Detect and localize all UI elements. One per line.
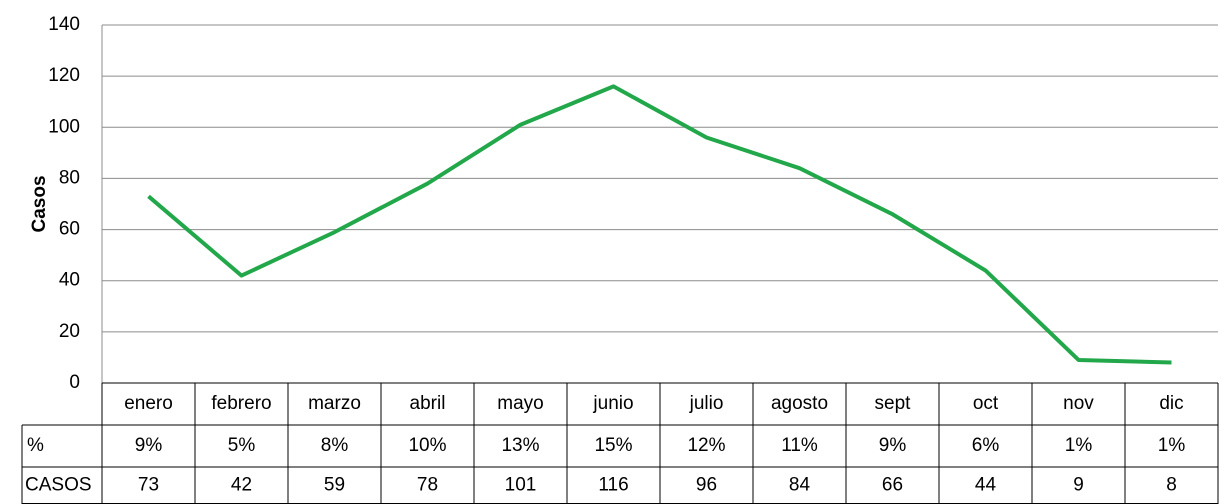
y-tick-label: 0 (69, 372, 80, 393)
table-cell: 44 (975, 475, 997, 496)
table-cell: 10% (408, 435, 446, 456)
x-tick-label: febrero (211, 393, 271, 414)
x-tick-label: junio (592, 393, 633, 414)
table-cell: 1% (1158, 435, 1186, 456)
table-cell: 8 (1166, 475, 1177, 496)
x-tick-label: nov (1063, 393, 1094, 414)
x-tick-label: dic (1159, 393, 1183, 414)
row-header: % (27, 435, 44, 456)
y-tick-label: 140 (48, 14, 80, 35)
y-tick-label: 40 (59, 270, 80, 291)
table-cell: 73 (138, 475, 159, 496)
table-cell: 11% (781, 435, 818, 456)
table-cell: 6% (972, 435, 1000, 456)
y-tick-label: 80 (59, 167, 80, 188)
table-cell: 84 (789, 475, 811, 496)
x-tick-label: julio (689, 393, 724, 414)
table-cell: 116 (598, 475, 628, 496)
table-cell: 1% (1065, 435, 1093, 456)
table-cell: 101 (505, 475, 537, 496)
table-cell: 66 (882, 475, 903, 496)
table-cell: 12% (687, 435, 725, 456)
line (147, 84, 1172, 365)
table-cell: 9% (879, 435, 907, 456)
table-cell: 13% (501, 435, 539, 456)
x-tick-label: oct (973, 393, 999, 414)
x-tick-label: agosto (771, 393, 828, 414)
y-tick-label: 20 (59, 321, 80, 342)
table-cell: 42 (231, 475, 252, 496)
x-tick-label: sept (875, 393, 912, 414)
table-cell: 15% (594, 435, 632, 456)
table-cell: 9 (1073, 475, 1084, 496)
x-tick-label: marzo (308, 393, 361, 414)
table-cell: 78 (417, 475, 438, 496)
y-tick-label: 60 (59, 219, 80, 240)
y-axis-label: Casos (29, 175, 50, 232)
x-tick-label: enero (124, 393, 173, 414)
table-cell: 8% (321, 435, 349, 456)
row-header: CASOS (25, 475, 92, 496)
table-cell: 59 (324, 475, 345, 496)
x-tick-label: mayo (497, 393, 543, 414)
table-cell: 96 (696, 475, 717, 496)
table-cell: 9% (135, 435, 163, 456)
x-tick-label: abril (410, 393, 446, 414)
y-tick-label: 120 (48, 65, 80, 86)
y-tick-label: 100 (48, 116, 80, 137)
table-cell: 5% (228, 435, 256, 456)
